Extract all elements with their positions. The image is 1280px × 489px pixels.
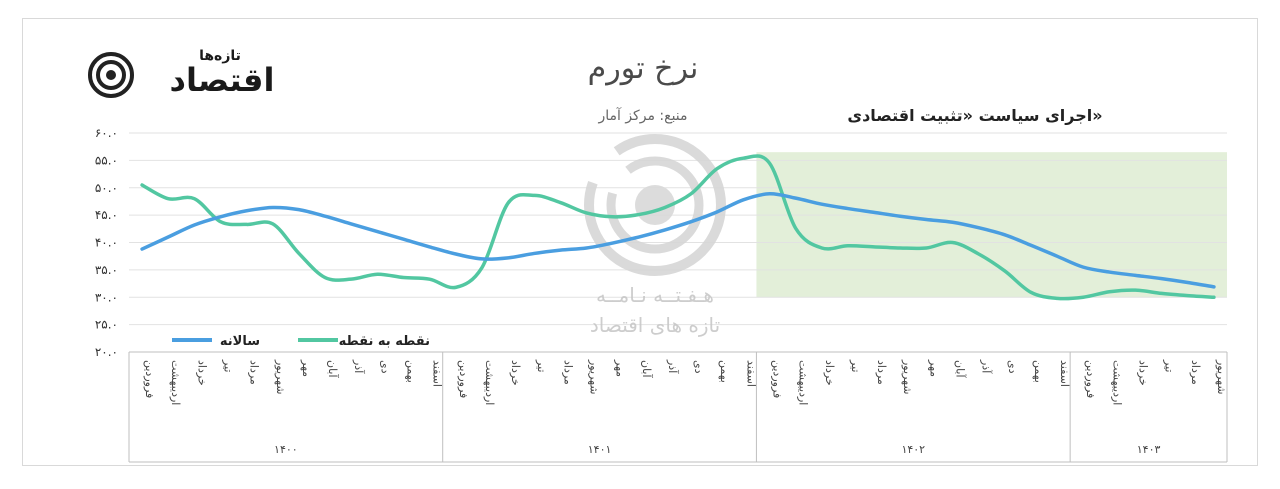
x-tick-label: دی	[378, 360, 391, 374]
y-tick-label: ۲۵.۰	[95, 318, 118, 332]
x-tick-label: اسفند	[1058, 360, 1071, 387]
y-tick-label: ۳۵.۰	[95, 263, 118, 277]
x-tick-label: مرداد	[248, 360, 261, 385]
logo: تازه‌ها اقتصاد	[88, 48, 275, 99]
x-tick-label: آذر	[352, 359, 366, 374]
series-line-annual	[140, 192, 1216, 289]
x-tick-label: آبان	[326, 360, 340, 378]
x-tick-label: بهمن	[1032, 360, 1045, 383]
x-tick-label: دی	[1006, 360, 1019, 374]
chart-subtitle: منبع: مرکز آمار	[597, 107, 687, 124]
year-group-label: ۱۴۰۳	[1137, 443, 1161, 456]
x-tick-label: خرداد	[195, 360, 208, 386]
x-tick-label: شهریور	[1215, 359, 1228, 394]
y-tick-label: ۳۰.۰	[95, 290, 118, 304]
x-tick-label: شهریور	[274, 359, 287, 394]
watermark-line-1: هـفـتــه نـامــه	[596, 283, 714, 307]
x-tick-label: تیر	[1163, 359, 1176, 372]
x-tick-label: اسفند	[744, 360, 757, 387]
x-tick-label: فروردین	[143, 360, 156, 398]
x-tick-label: فروردین	[1084, 360, 1097, 398]
y-tick-label: ۶۰.۰	[95, 126, 118, 140]
stabilization-policy-band	[756, 152, 1227, 298]
y-tick-label: ۵۵.۰	[95, 153, 118, 167]
x-tick-label: شهریور	[901, 359, 914, 394]
x-tick-label: فروردین	[771, 360, 784, 398]
year-group-label: ۱۴۰۱	[588, 443, 612, 456]
series-lines	[140, 154, 1216, 301]
watermark: هـفـتــه نـامــه تازه های اقتصاد	[584, 134, 726, 337]
watermark-line-2: تازه های اقتصاد	[590, 313, 720, 337]
y-tick-label: ۵۰.۰	[95, 181, 118, 195]
year-group-label: ۱۴۰۰	[274, 443, 298, 456]
y-tick-label: ۴۵.۰	[95, 208, 118, 222]
legend-label-annual: سالانه	[220, 334, 260, 349]
x-tick-label: مهر	[927, 359, 940, 377]
x-tick-label: مهر	[614, 359, 627, 377]
x-tick-label: آذر	[666, 359, 680, 374]
y-tick-label: ۲۰.۰	[95, 345, 118, 359]
x-tick-label: اردیبهشت	[483, 360, 496, 405]
x-tick-label: مرداد	[875, 360, 888, 385]
x-tick-label: دی	[692, 360, 705, 374]
logo-small-text: تازه‌ها	[199, 48, 241, 64]
x-tick-label: آذر	[980, 359, 994, 374]
x-axis: فروردین اردیبهشت خرداد تیر مرداد شهریور مهر آبا…	[128, 351, 1228, 463]
legend-label-point-to-point: نقطه به نقطه	[339, 334, 430, 349]
y-tick-label: ۴۰.۰	[95, 236, 118, 250]
chart-title: نرخ تورم	[588, 51, 699, 86]
series-line-point-to-point	[140, 154, 1216, 301]
x-tick-label: شهریور	[588, 359, 601, 394]
x-tick-label: تیر	[222, 359, 235, 372]
x-tick-label: اردیبهشت	[1110, 360, 1123, 405]
chart-frame	[22, 18, 1258, 466]
x-tick-label: بهمن	[718, 360, 731, 383]
x-tick-label: خرداد	[1137, 360, 1150, 386]
legend: سالانه نقطه به نقطه	[172, 334, 430, 349]
x-tick-label: مهر	[300, 359, 313, 377]
x-tick-label: خرداد	[509, 360, 522, 386]
policy-annotation: اجرای سیاست «تثبیت اقتصادی»	[847, 106, 1102, 125]
x-tick-label: مرداد	[561, 360, 574, 385]
logo-big-text: اقتصاد	[170, 61, 275, 99]
x-tick-label: آبان	[640, 360, 654, 378]
x-tick-label: خرداد	[823, 360, 836, 386]
x-tick-label: اسفند	[431, 360, 444, 387]
x-tick-label: اردیبهشت	[169, 360, 182, 405]
y-axis-ticks: ۲۰.۰ ۲۵.۰ ۳۰.۰ ۳۵.۰ ۴۰.۰ ۴۵.۰ ۵۰.۰ ۵۵.۰ ۶۰.۰	[95, 126, 118, 359]
x-tick-label: تیر	[535, 359, 548, 372]
x-tick-label: اردیبهشت	[797, 360, 810, 405]
x-tick-label: تیر	[849, 359, 862, 372]
year-group-label: ۱۴۰۲	[901, 443, 925, 456]
x-tick-label: مرداد	[1189, 360, 1202, 385]
x-tick-label: آبان	[954, 360, 968, 378]
x-tick-label: بهمن	[405, 360, 418, 383]
x-tick-label: فروردین	[457, 360, 470, 398]
